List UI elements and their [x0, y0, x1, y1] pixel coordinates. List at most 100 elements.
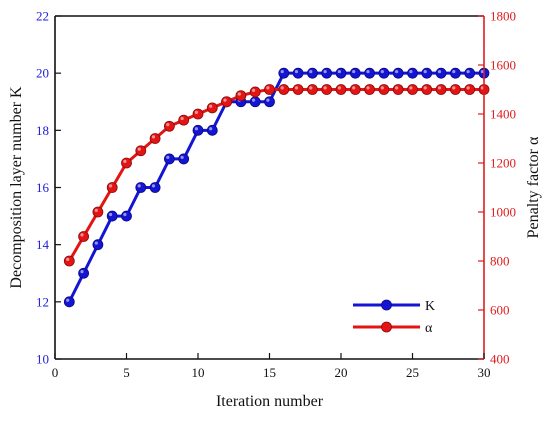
data-point-highlight [337, 86, 341, 90]
right-tick-label: 1000 [490, 205, 516, 220]
data-point-highlight [294, 86, 299, 90]
data-point-highlight [309, 69, 313, 74]
data-point-k [435, 67, 447, 79]
tick-layer: 0 5 10 15 20 25 30 10 12 14 16 18 20 22 400 600 800 1000 1… [36, 9, 516, 381]
left-tick-label: 14 [36, 237, 50, 252]
data-point-k [92, 239, 104, 251]
legend-k-label: K [425, 299, 435, 314]
data-point-highlight [395, 86, 399, 90]
data-point-highlight [94, 208, 98, 212]
data-point-k [421, 67, 433, 79]
data-point-highlight [180, 116, 184, 121]
data-point-highlight [280, 86, 284, 90]
data-point-highlight [66, 298, 70, 302]
data-point-highlight [352, 69, 356, 74]
data-point-alpha [221, 96, 233, 108]
data-point-highlight [109, 184, 113, 188]
data-point-alpha [192, 108, 204, 120]
data-point-k [63, 296, 75, 308]
data-point-highlight [252, 98, 256, 102]
data-point-alpha [335, 84, 347, 95]
data-point-alpha [464, 84, 476, 95]
data-point-alpha [421, 84, 433, 95]
data-point-highlight [466, 86, 470, 90]
data-point-alpha [63, 255, 75, 267]
data-point-highlight [409, 69, 413, 74]
x-tick-label: 0 [52, 365, 59, 380]
left-tick-label: 16 [36, 180, 50, 195]
data-point-highlight [266, 86, 270, 90]
left-tick-label: 12 [36, 294, 49, 309]
legend-alpha-label: α [425, 321, 433, 336]
data-point-highlight [194, 110, 198, 114]
data-point-highlight [409, 86, 413, 90]
data-point-highlight [380, 69, 384, 74]
data-point-alpha [449, 84, 461, 95]
data-point-alpha [435, 84, 447, 95]
data-point-k [349, 67, 361, 79]
left-tick-label: 10 [36, 352, 49, 367]
left-tick-label: 20 [36, 66, 49, 81]
data-point-highlight [166, 155, 170, 159]
data-point-highlight [323, 69, 327, 74]
data-point-highlight [209, 104, 213, 108]
data-point-alpha [163, 120, 175, 132]
data-point-k [278, 67, 290, 79]
data-point-alpha [135, 145, 147, 157]
right-axis-title: Penalty factor α [525, 136, 542, 238]
data-point-highlight [80, 233, 84, 237]
data-point-alpha [121, 157, 132, 169]
data-point-k [192, 124, 204, 136]
x-axis-title: Iteration number [216, 393, 324, 410]
data-point-highlight [137, 184, 141, 188]
data-point-highlight [194, 127, 198, 131]
data-point-k [178, 153, 190, 165]
data-point-highlight [437, 69, 442, 74]
x-tick-label: 25 [406, 365, 419, 380]
data-point-k [321, 67, 333, 79]
data-point-alpha [378, 84, 390, 95]
data-point-k [149, 182, 161, 193]
data-point-k [106, 210, 118, 222]
data-point-alpha [206, 102, 218, 114]
data-point-alpha [264, 84, 275, 95]
right-tick-label: 1800 [490, 9, 516, 24]
data-point-highlight [252, 88, 256, 92]
data-point-k [306, 67, 318, 79]
left-tick-label: 18 [36, 123, 49, 138]
data-point-highlight [352, 86, 356, 90]
data-point-highlight [209, 127, 213, 131]
data-point-highlight [109, 212, 113, 217]
data-point-alpha [235, 90, 247, 102]
x-tick-label: 15 [263, 365, 276, 380]
data-point-alpha [292, 84, 304, 95]
data-point-alpha [106, 182, 118, 193]
data-point-highlight [123, 212, 127, 217]
legend-alpha-marker [381, 321, 392, 333]
data-point-highlight [366, 86, 370, 90]
right-tick-label: 1600 [490, 58, 516, 73]
data-point-highlight [423, 69, 427, 74]
data-point-highlight [452, 86, 456, 90]
data-point-highlight [123, 159, 127, 163]
legend-k-marker [381, 299, 392, 311]
data-point-highlight [395, 69, 399, 74]
series-k [63, 67, 490, 308]
left-axis-title: Decomposition layer number K [8, 86, 25, 289]
data-point-k [407, 67, 418, 79]
data-point-highlight [280, 69, 284, 74]
data-point-k [364, 67, 376, 79]
data-point-k [249, 96, 261, 108]
data-point-k [121, 210, 132, 222]
right-tick-label: 600 [490, 303, 510, 318]
data-point-highlight [323, 86, 327, 90]
right-tick-label: 400 [490, 352, 510, 367]
data-point-alpha [78, 231, 89, 242]
data-point-alpha [364, 84, 376, 95]
data-point-k [335, 67, 347, 79]
data-point-highlight [466, 69, 470, 74]
data-point-highlight [237, 92, 241, 96]
data-point-highlight [380, 86, 384, 90]
right-tick-label: 1400 [490, 107, 516, 122]
